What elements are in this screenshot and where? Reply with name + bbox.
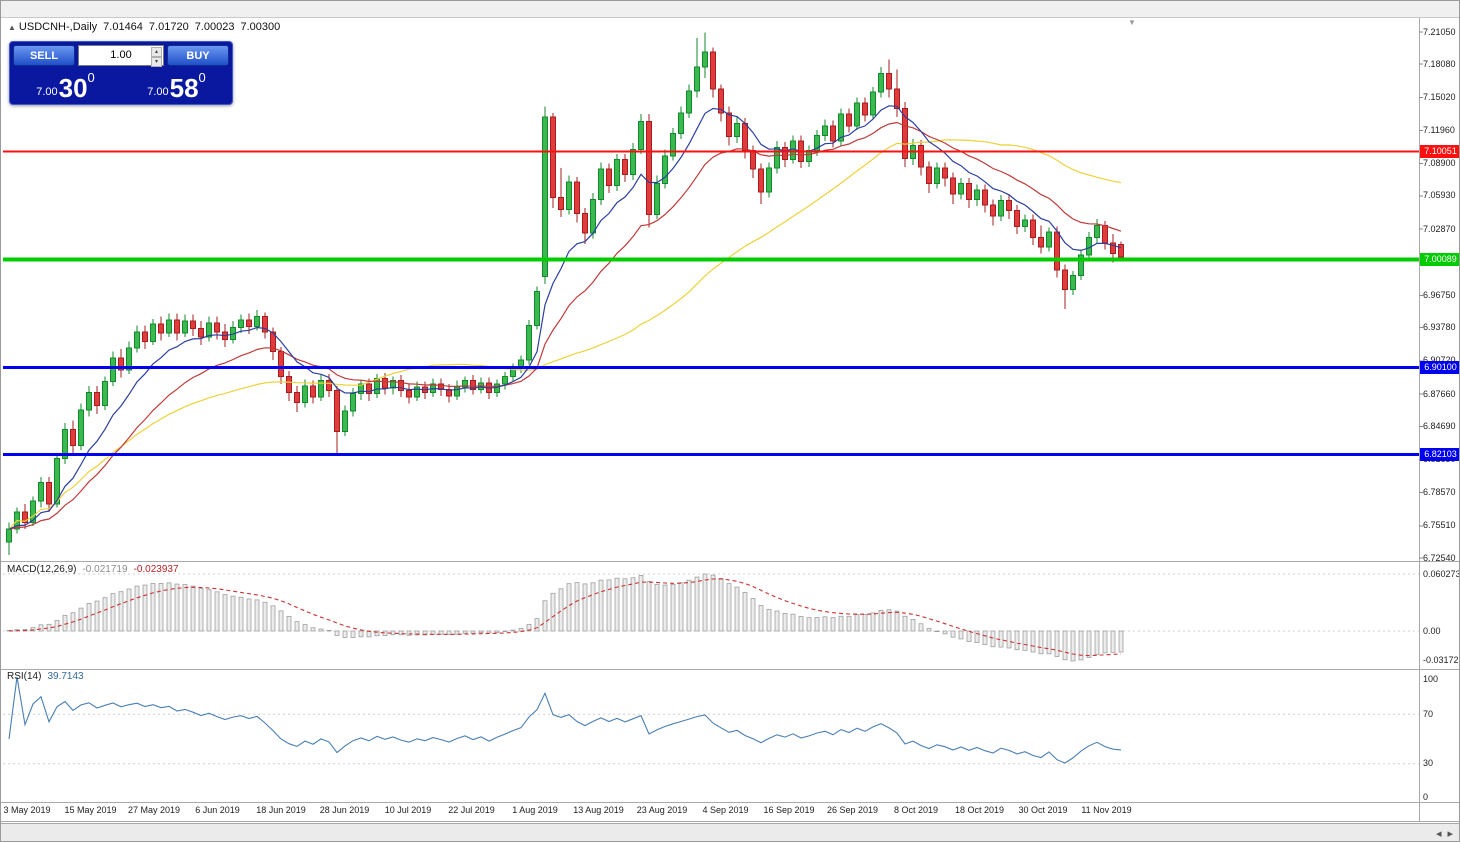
rsi-scale-label: 0: [1423, 792, 1429, 802]
buy-price-main: 58: [169, 73, 199, 103]
hlines-layer: [3, 150, 1419, 456]
macd-layer: [6, 573, 1124, 662]
date-axis-label: 18 Jun 2019: [256, 805, 306, 815]
date-axis[interactable]: 3 May 2019 15 May 2019 27 May 2019 6 Jun 20…: [1, 805, 1419, 820]
date-axis-label: 6 Jun 2019: [195, 805, 240, 815]
date-axis-label: 27 May 2019: [127, 805, 181, 815]
symbol-title: USDCNH-,Daily: [18, 21, 98, 33]
date-axis-label: 11 Nov 2019: [1081, 805, 1132, 815]
tab-scroll-left-icon[interactable]: ◂: [1435, 828, 1442, 840]
volume-value: 1.00: [110, 49, 132, 61]
price-level-tag[interactable]: 7.10051: [1420, 144, 1459, 158]
price-scale-label: 7.21050: [1423, 26, 1456, 37]
chart-autoscroll-marker-icon: ▼: [1128, 18, 1136, 27]
ohlc-low: 7.00023: [194, 21, 235, 33]
symbol-header: ▲ USDCNH-,Daily 7.01464 7.01720 7.00023 7.003…: [8, 21, 280, 33]
tab-scroll-right-icon[interactable]: ▸: [1447, 828, 1453, 840]
date-axis-label: 30 Oct 2019: [1018, 805, 1068, 815]
date-axis-label: 1 Aug 2019: [512, 805, 558, 815]
date-axis-label: 28 Jun 2019: [319, 805, 370, 815]
ohlc-close: 7.00300: [240, 21, 281, 33]
date-axis-label: 23 Aug 2019: [636, 805, 688, 815]
separators-layer: [1, 17, 1459, 822]
buy-button[interactable]: BUY: [167, 45, 229, 66]
price-scale-label: 6.78570: [1423, 487, 1456, 498]
date-axis-label: 3 May 2019: [3, 805, 51, 815]
macd-signal-value: -0.023937: [133, 564, 179, 575]
volume-spinner: ▴ ▾: [151, 47, 162, 67]
candles-layer: [6, 32, 1124, 556]
price-level-tag[interactable]: 6.90100: [1420, 361, 1459, 375]
price-scale-label: 6.90720: [1423, 355, 1456, 366]
sell-price-main: 30: [58, 73, 88, 103]
symbol-marker-icon: ▲: [8, 23, 16, 32]
price-scale-label: 6.87660: [1423, 388, 1456, 399]
sell-price-prefix: 7.00: [36, 86, 58, 98]
chart-tab-bar: ◂ ▸: [1, 823, 1459, 841]
sell-price-pipette: 0: [87, 70, 95, 85]
price-scale-label: 7.08900: [1423, 158, 1456, 169]
price-scale-axis[interactable]: 7.21050 7.18080 7.15020 7.11960 7.08900 7.059…: [1420, 17, 1459, 821]
price-scale-label: 7.15020: [1423, 91, 1456, 102]
date-axis-label: 15 May 2019: [64, 805, 117, 815]
buy-price-display[interactable]: 7.00 58 0: [121, 68, 232, 104]
price-scale-label: 7.11960: [1423, 125, 1455, 136]
timeframe-toolbar: [1, 1, 1459, 18]
volume-decrease-button[interactable]: ▾: [151, 57, 162, 67]
volume-increase-button[interactable]: ▴: [151, 47, 162, 57]
macd-indicator-label: MACD(12,26,9) -0.021719 -0.023937: [7, 564, 179, 575]
sell-button[interactable]: SELL: [13, 45, 75, 66]
one-click-trading-widget: SELL 1.00 ▴ ▾ BUY 7.00 30 0 7.00 58 0: [9, 41, 233, 105]
price-level-tag[interactable]: 7.00089: [1420, 252, 1459, 266]
sell-price-display[interactable]: 7.00 30 0: [10, 68, 121, 104]
date-axis-label: 22 Jul 2019: [448, 805, 495, 815]
rsi-value: 39.7143: [47, 671, 84, 682]
price-scale-label: 6.93780: [1423, 322, 1456, 333]
price-scale-label: 7.05930: [1423, 190, 1456, 201]
price-scale-label: 6.75510: [1423, 520, 1456, 531]
price-scale-label: 7.02870: [1423, 223, 1456, 234]
moving-averages-layer: [8, 105, 1122, 530]
rsi-indicator-label: RSI(14) 39.7143: [7, 671, 84, 682]
price-scale-label: 7.18080: [1423, 58, 1456, 69]
price-scale-label: 6.96750: [1423, 289, 1456, 300]
date-axis-label: 16 Sep 2019: [763, 805, 815, 815]
date-axis-label: 4 Sep 2019: [702, 805, 749, 815]
tab-scroll-controls: ◂ ▸: [1435, 824, 1459, 841]
date-axis-label: 26 Sep 2019: [826, 805, 879, 815]
buy-price-prefix: 7.00: [147, 86, 169, 98]
rsi-title: RSI(14): [7, 671, 42, 682]
date-axis-label: 8 Oct 2019: [893, 805, 939, 815]
rsi-scale-label: 30: [1423, 758, 1434, 769]
date-axis-label: 18 Oct 2019: [954, 805, 1005, 815]
macd-scale-label: 0.00: [1423, 625, 1441, 636]
price-scale-label: 6.84690: [1423, 420, 1456, 431]
macd-scale-label: -0.03172: [1423, 654, 1459, 665]
macd-title: MACD(12,26,9): [7, 564, 77, 575]
rsi-scale-label: 70: [1423, 708, 1434, 719]
macd-scale-label: 0.060273: [1423, 568, 1460, 579]
volume-field[interactable]: 1.00 ▴ ▾: [78, 45, 164, 67]
ohlc-high: 7.01720: [148, 21, 189, 33]
date-axis-label: 10 Jul 2019: [384, 805, 432, 815]
ohlc-open: 7.01464: [103, 21, 143, 33]
date-axis-label: 13 Aug 2019: [573, 805, 624, 815]
buy-price-pipette: 0: [198, 70, 206, 85]
rsi-scale-label: 100: [1423, 674, 1439, 684]
price-scale-label: 6.72540: [1423, 552, 1456, 563]
price-level-tag[interactable]: 6.82103: [1420, 447, 1459, 461]
rsi-layer: [8, 676, 1122, 764]
macd-main-value: -0.021719: [82, 564, 128, 575]
indicator-grid-layer: [3, 573, 1419, 765]
